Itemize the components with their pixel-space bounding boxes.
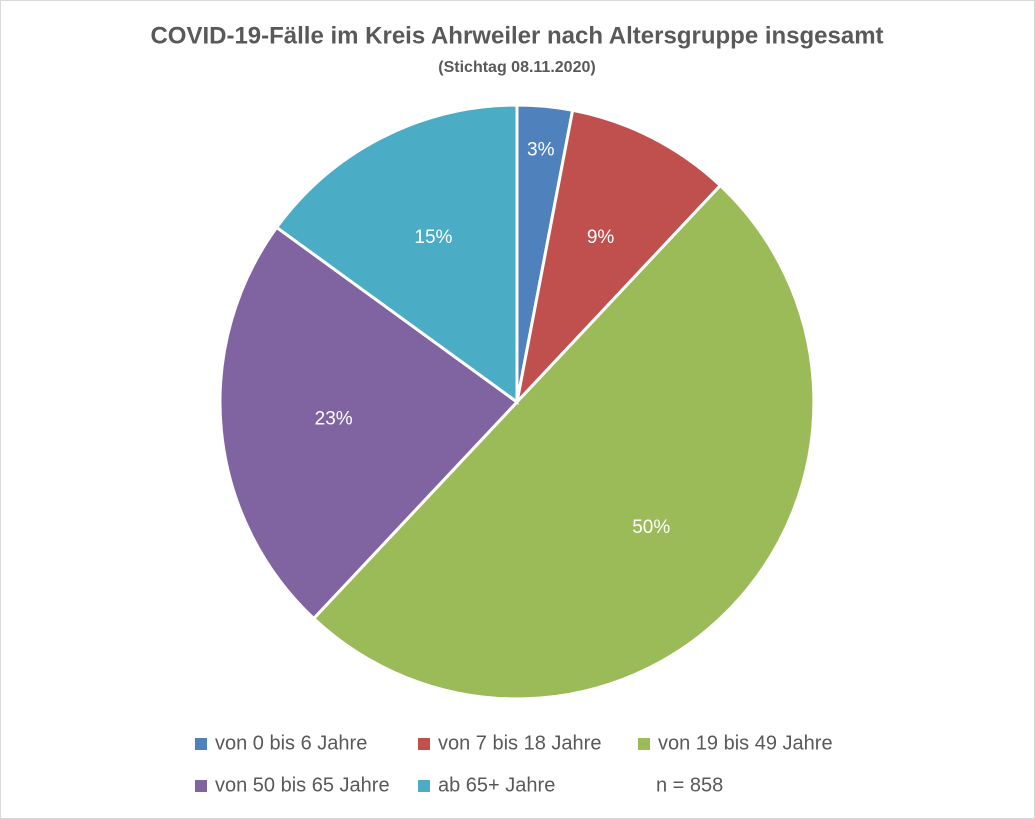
data-label: 3%	[527, 140, 555, 161]
pie-slice	[274, 103, 519, 405]
data-label: 15%	[414, 227, 452, 248]
legend-swatch	[418, 780, 430, 792]
legend-swatch	[638, 738, 650, 750]
data-label: 9%	[587, 227, 615, 248]
legend-label: ab 65+ Jahre	[438, 774, 555, 796]
legend-swatch	[418, 738, 430, 750]
legend-label: von 19 bis 49 Jahre	[658, 732, 833, 754]
chart-title: COVID-19-Fälle im Kreis Ahrweiler nach A…	[150, 22, 883, 49]
pie-slice	[514, 108, 723, 407]
legend-label: von 7 bis 18 Jahre	[438, 732, 601, 754]
data-label: 23%	[315, 408, 353, 429]
legend-swatch	[195, 780, 207, 792]
pie-slice	[311, 183, 816, 701]
legend-label: von 0 bis 6 Jahre	[215, 732, 367, 754]
data-label: 50%	[632, 517, 670, 538]
annotation: n = 858	[656, 774, 723, 796]
chart-subtitle: (Stichtag 08.11.2020)	[438, 59, 595, 76]
pie-slice	[218, 225, 520, 621]
legend-label: von 50 bis 65 Jahre	[215, 774, 390, 796]
legend-swatch	[195, 738, 207, 750]
